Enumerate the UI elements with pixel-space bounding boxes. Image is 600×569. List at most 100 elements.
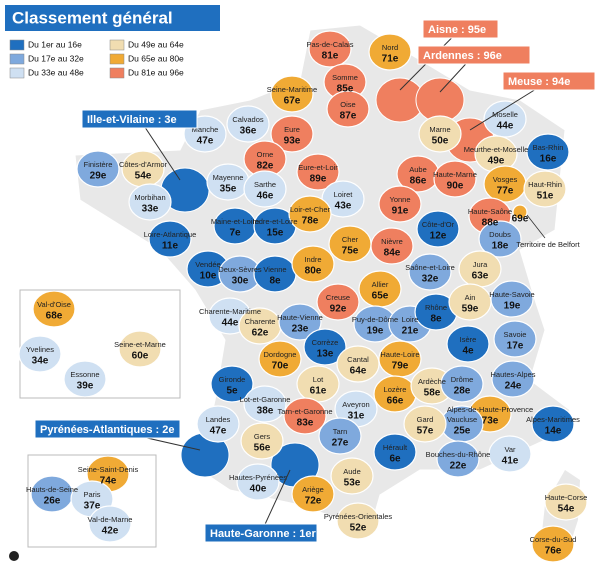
note-label: Territoire de Belfort [516, 240, 580, 249]
department-name: Haute-Loire [380, 350, 419, 359]
title: Classement général [12, 8, 173, 27]
department-name: Lozère [384, 385, 407, 394]
department-rank: 80e [305, 266, 322, 277]
callout-label: Meuse : 94e [508, 76, 570, 88]
title-banner [5, 5, 220, 31]
department-area [440, 365, 484, 403]
department-name: Hautes-Pyrénées [229, 473, 287, 482]
department-rank: 14e [545, 426, 562, 437]
department-name: Haute-Vienne [277, 313, 323, 322]
department-rank: 47e [210, 426, 227, 437]
department-rank: 71e [382, 54, 399, 65]
department-name: Rhône [425, 303, 447, 312]
department-rank: 40e [250, 484, 267, 495]
callout-label: Aisne : 95e [428, 24, 486, 36]
department-name: Deux-Sèvres [218, 265, 262, 274]
department-rank: 90e [447, 181, 464, 192]
department-name: Hautes-Alpes [490, 370, 535, 379]
department-name: Savoie [504, 330, 527, 339]
department-rank: 72e [305, 496, 322, 507]
department-rank: 19e [367, 326, 384, 337]
department-rank: 5e [226, 386, 238, 397]
department-name: Tarn [333, 427, 348, 436]
legend-swatch [109, 67, 125, 79]
department-name: Indre [304, 255, 321, 264]
department-area [446, 325, 490, 363]
department-rank: 83e [297, 418, 314, 429]
callout-label: Ille-et-Vilaine : 3e [87, 114, 177, 126]
department-area [148, 220, 192, 258]
department-name: Gers [254, 432, 271, 441]
department-rank: 53e [344, 478, 361, 489]
department-rank: 75e [342, 246, 359, 257]
department-name: Jura [473, 260, 488, 269]
department-area [88, 505, 132, 543]
department-rank: 44e [497, 121, 514, 132]
department-rank: 6e [389, 454, 401, 465]
department-rank: 87e [340, 111, 357, 122]
department-rank: 77e [497, 186, 514, 197]
department-name: Haut-Rhin [528, 180, 562, 189]
department-rank: 18e [492, 241, 509, 252]
legend-label: Du 17e au 32e [28, 53, 84, 63]
department-name: Manche [192, 125, 219, 134]
department-rank: 78e [302, 216, 319, 227]
callout-label: Ardennes : 96e [423, 50, 502, 62]
department-area [531, 405, 575, 443]
department-rank: 33e [142, 204, 159, 215]
department-rank: 31e [348, 411, 365, 422]
department-name: Alpes-Maritimes [526, 415, 580, 424]
department-name: Drôme [451, 375, 474, 384]
department-rank: 25e [454, 426, 471, 437]
department-area [488, 435, 532, 473]
department-area [303, 328, 347, 366]
department-name: Côtes-d'Armor [119, 160, 168, 169]
department-area [336, 502, 380, 540]
department-area [210, 365, 254, 403]
department-rank: 21e [402, 326, 419, 337]
department-name: Var [504, 445, 516, 454]
department-rank: 92e [330, 304, 347, 315]
department-name: Yvelines [26, 345, 54, 354]
department-rank: 35e [220, 184, 237, 195]
department-area [32, 290, 76, 328]
department-area [18, 335, 62, 373]
department-name: Creuse [326, 293, 350, 302]
department-name: Hérault [383, 443, 408, 452]
department-area [523, 170, 567, 208]
department-area [288, 195, 332, 233]
callout-box [502, 71, 596, 91]
department-name: Dordogne [264, 350, 297, 359]
legend-swatch [109, 39, 125, 51]
department-rank: 91e [392, 206, 409, 217]
department-name: Vaucluse [447, 415, 477, 424]
department-rank: 8e [430, 314, 442, 325]
department-area [336, 345, 380, 383]
department-name: Yonne [390, 195, 411, 204]
department-name: Isère [460, 335, 477, 344]
department-area [403, 405, 447, 443]
department-rank: 17e [507, 341, 524, 352]
department-rank: 7e [229, 228, 241, 239]
department-name: Ardèche [418, 377, 446, 386]
department-rank: 28e [454, 386, 471, 397]
department-rank: 16e [540, 154, 557, 165]
department-rank: 62e [252, 328, 269, 339]
department-rank: 58e [424, 388, 441, 399]
department-name: Sarthe [254, 180, 276, 189]
department-name: Alpes-de-Haute-Provence [447, 405, 533, 414]
department-name: Loir-et-Cher [290, 205, 331, 214]
department-name: Lot [313, 375, 324, 384]
department-name: Essonne [70, 370, 99, 379]
department-area [196, 405, 240, 443]
department-rank: 68e [46, 311, 63, 322]
department-area [283, 397, 327, 435]
legend-swatch [109, 53, 125, 65]
department-rank: 43e [335, 201, 352, 212]
department-rank: 27e [332, 438, 349, 449]
department-rank: 64e [350, 366, 367, 377]
department-area [296, 153, 340, 191]
department-name: Aube [409, 165, 427, 174]
department-name: Haute-Marne [433, 170, 477, 179]
department-area [490, 280, 534, 318]
